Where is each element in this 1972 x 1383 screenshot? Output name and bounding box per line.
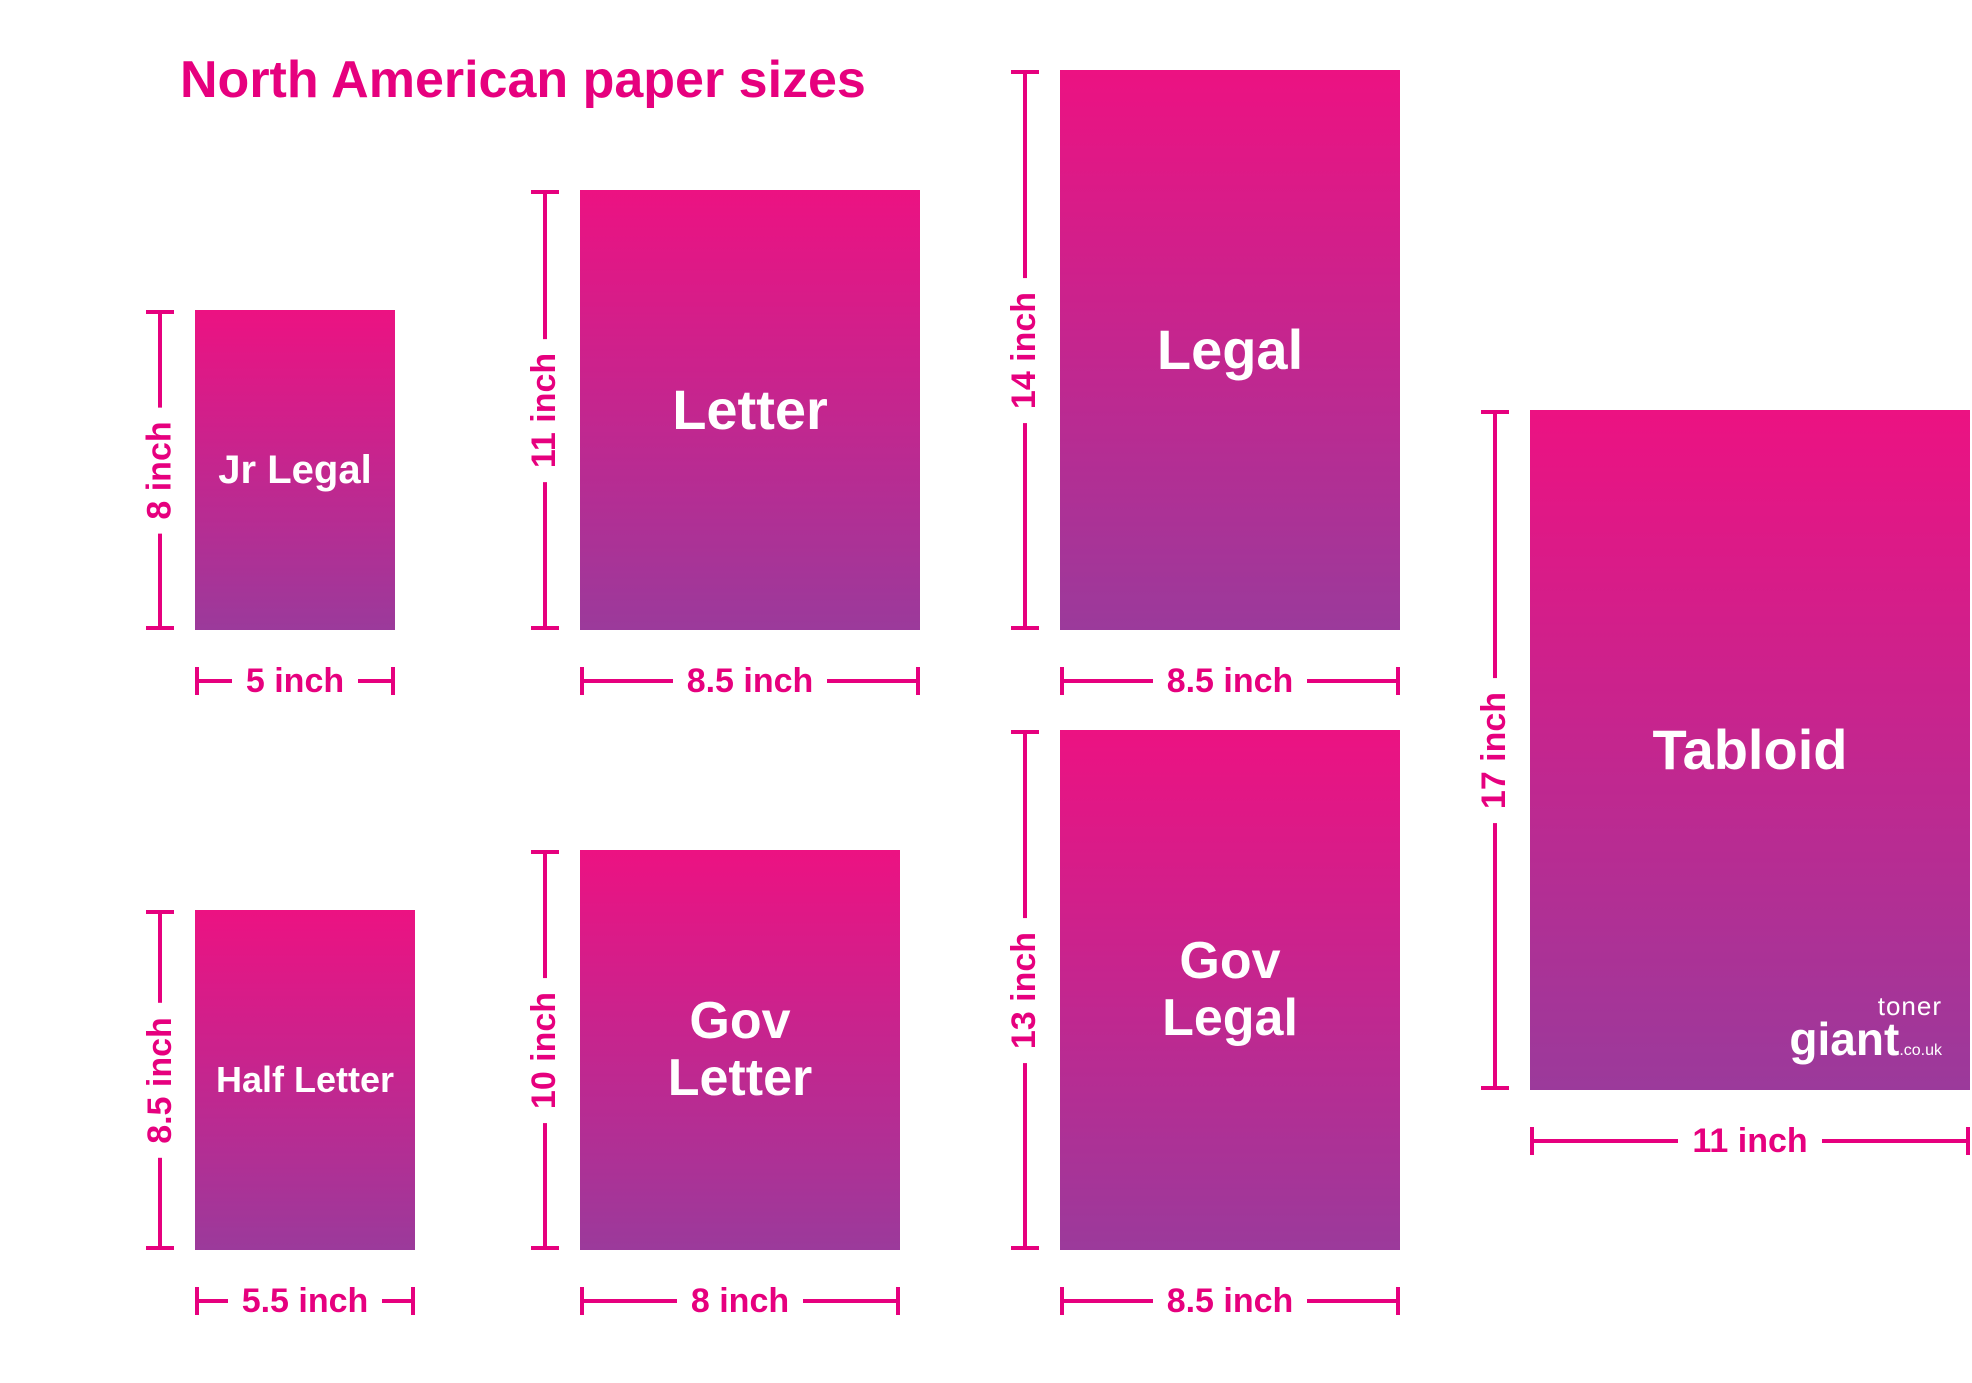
- brand-logo: tonergiant.co.uk: [1789, 995, 1942, 1060]
- height-label-half-letter: 8.5 inch: [141, 1003, 180, 1158]
- width-label-legal: 8.5 inch: [1153, 662, 1308, 701]
- paper-legal: Legal14 inch8.5 inch: [1060, 70, 1400, 630]
- paper-rect-gov-legal: Gov Legal: [1060, 730, 1400, 1250]
- height-dim-legal: 14 inch: [1010, 70, 1040, 630]
- width-label-letter: 8.5 inch: [673, 662, 828, 701]
- paper-jr-legal: Jr Legal8 inch5 inch: [195, 310, 395, 630]
- paper-name-gov-legal: Gov Legal: [1162, 933, 1298, 1047]
- height-dim-gov-legal: 13 inch: [1010, 730, 1040, 1250]
- height-label-gov-letter: 10 inch: [526, 977, 565, 1122]
- height-dim-tabloid: 17 inch: [1480, 410, 1510, 1090]
- paper-name-jr-legal: Jr Legal: [218, 448, 371, 492]
- paper-rect-tabloid: Tabloid tonergiant.co.uk: [1530, 410, 1970, 1090]
- paper-gov-legal: Gov Legal13 inch8.5 inch: [1060, 730, 1400, 1250]
- logo-line-3: .co.uk: [1899, 1042, 1942, 1059]
- width-dim-tabloid: 11 inch: [1530, 1126, 1970, 1156]
- paper-rect-jr-legal: Jr Legal: [195, 310, 395, 630]
- height-dim-letter: 11 inch: [530, 190, 560, 630]
- height-label-gov-legal: 13 inch: [1006, 917, 1045, 1062]
- height-dim-jr-legal: 8 inch: [145, 310, 175, 630]
- paper-gov-letter: Gov Letter10 inch8 inch: [580, 850, 900, 1250]
- width-dim-gov-letter: 8 inch: [580, 1286, 900, 1316]
- paper-rect-half-letter: Half Letter: [195, 910, 415, 1250]
- paper-rect-legal: Legal: [1060, 70, 1400, 630]
- height-dim-half-letter: 8.5 inch: [145, 910, 175, 1250]
- width-label-half-letter: 5.5 inch: [228, 1282, 383, 1321]
- paper-name-tabloid: Tabloid: [1653, 719, 1848, 781]
- width-dim-legal: 8.5 inch: [1060, 666, 1400, 696]
- height-label-letter: 11 inch: [526, 338, 565, 481]
- height-dim-gov-letter: 10 inch: [530, 850, 560, 1250]
- paper-rect-letter: Letter: [580, 190, 920, 630]
- width-label-tabloid: 11 inch: [1678, 1122, 1821, 1161]
- width-label-jr-legal: 5 inch: [232, 662, 358, 701]
- paper-rect-gov-letter: Gov Letter: [580, 850, 900, 1250]
- paper-name-letter: Letter: [672, 379, 828, 441]
- logo-line-2: giant: [1789, 1013, 1899, 1065]
- paper-half-letter: Half Letter8.5 inch5.5 inch: [195, 910, 415, 1250]
- width-dim-gov-legal: 8.5 inch: [1060, 1286, 1400, 1316]
- width-dim-letter: 8.5 inch: [580, 666, 920, 696]
- width-dim-jr-legal: 5 inch: [195, 666, 395, 696]
- width-label-gov-legal: 8.5 inch: [1153, 1282, 1308, 1321]
- paper-name-half-letter: Half Letter: [216, 1060, 394, 1100]
- height-label-legal: 14 inch: [1006, 277, 1045, 422]
- width-label-gov-letter: 8 inch: [677, 1282, 803, 1321]
- width-dim-half-letter: 5.5 inch: [195, 1286, 415, 1316]
- height-label-tabloid: 17 inch: [1476, 677, 1515, 822]
- paper-tabloid: Tabloidtonergiant.co.uk17 inch11 inch: [1530, 410, 1970, 1090]
- paper-letter: Letter11 inch8.5 inch: [580, 190, 920, 630]
- height-label-jr-legal: 8 inch: [141, 407, 180, 533]
- paper-name-gov-letter: Gov Letter: [668, 993, 812, 1107]
- page-title: North American paper sizes: [180, 50, 866, 110]
- paper-name-legal: Legal: [1157, 319, 1303, 381]
